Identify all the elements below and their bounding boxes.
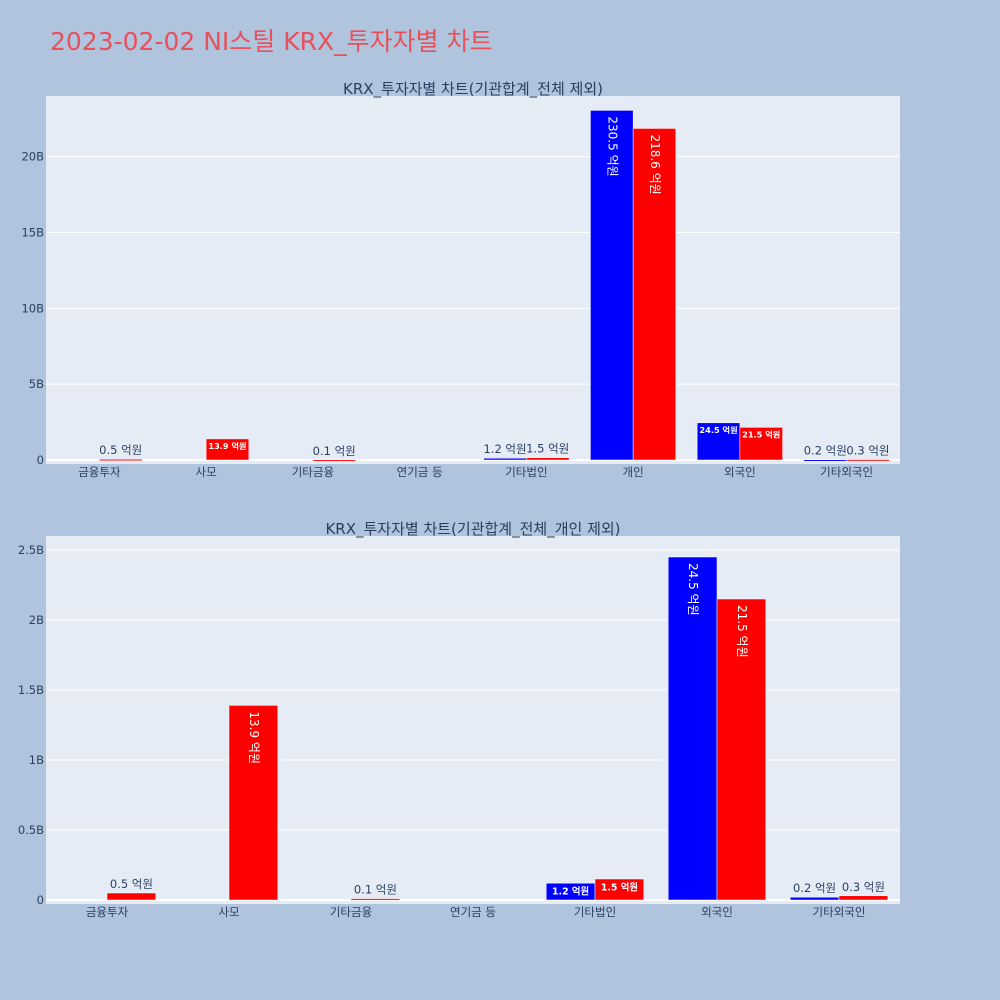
bar-sell [632,128,677,461]
bar-sell [228,705,279,901]
x-tick-label: 금융투자 [78,465,121,479]
bar-data-label: 21.5 억원 [735,605,749,658]
bar-data-label: 24.5 억원 [699,425,737,435]
bar-data-label: 24.5 억원 [686,563,700,616]
bar-buy [789,896,840,901]
x-tick-label: 외국인 [724,465,756,479]
chart-title: KRX_투자자별 차트(기관합계_전체_개인 제외) [325,520,620,539]
y-tick-label: 1B [29,753,44,767]
bar-sell [846,459,890,462]
x-tick-label: 기타법인 [574,905,616,919]
bar-data-label: 1.5 억원 [601,881,638,893]
bar-data-label: 0.3 억원 [842,880,885,894]
bar-sell [205,438,250,461]
x-tick-label: 사모 [196,465,217,479]
plot-area [46,96,900,464]
y-tick-label: 5B [29,377,44,391]
bar-data-label: 13.9 억원 [247,711,261,764]
bar-data-label: 0.1 억원 [354,883,397,897]
x-tick-label: 기타법인 [505,465,547,479]
bar-data-label: 0.3 억원 [846,444,889,458]
bar-sell [312,459,356,462]
bar-buy [483,457,527,461]
chart-title: KRX_투자자별 차트(기관합계_전체 제외) [343,80,603,99]
y-tick-label: 2B [29,613,44,627]
bar-sell [350,898,401,901]
bar-data-label: 21.5 억원 [742,430,780,440]
bar-sell [99,458,143,461]
bar-buy [590,110,634,461]
plot-area [46,536,900,904]
y-tick-label: 2.5B [18,543,44,557]
bar-data-label: 13.9 억원 [208,441,246,451]
bar-data-label: 218.6 억원 [648,134,662,194]
x-tick-label: 외국인 [701,905,733,919]
bar-buy [696,422,741,461]
x-tick-label: 금융투자 [86,905,129,919]
chart-2: KRX_투자자별 차트(기관합계_전체_개인 제외) 0 0.5B 1B 1.5B 2B 2… [18,520,900,919]
bar-sell [106,892,157,901]
bar-data-label: 0.5 억원 [110,877,153,891]
x-tick-label: 연기금 등 [450,905,496,919]
bar-data-label: 0.2 억원 [793,881,836,895]
y-tick-label: 20B [21,150,44,164]
page-title: 2023-02-02 NI스틸 KRX_투자자별 차트 [50,27,493,56]
bar-data-label: 1.2 억원 [483,442,526,456]
x-tick-label: 사모 [218,905,239,919]
y-tick-label: 10B [21,301,44,315]
x-tick-label: 기타외국인 [820,465,873,479]
bar-data-label: 230.5 억원 [605,116,619,176]
bar-data-label: 0.5 억원 [99,443,142,457]
bar-buy [667,556,718,901]
y-tick-label: 1.5B [18,683,44,697]
x-tick-label: 기타금융 [330,905,372,919]
x-tick-label: 연기금 등 [397,465,443,479]
bar-buy [803,459,847,462]
bar-sell [716,598,767,901]
bar-sell [594,878,645,901]
x-tick-label: 개인 [623,465,644,479]
y-tick-label: 15B [21,226,44,240]
y-tick-label: 0 [37,453,44,467]
bar-sell [838,895,889,901]
bar-data-label: 1.2 억원 [552,886,589,898]
x-tick-label: 기타금융 [292,465,334,479]
y-tick-label: 0 [37,893,44,907]
y-tick-label: 0.5B [18,823,44,837]
x-tick-label: 기타외국인 [813,905,866,919]
chart-1: KRX_투자자별 차트(기관합계_전체 제외) 0 5B 10B 15B 20B 금융투자 0… [21,80,900,479]
bar-data-label: 0.1 억원 [313,444,356,458]
bar-data-label: 1.5 억원 [526,442,569,456]
bar-data-label: 0.2 억원 [804,444,847,458]
bar-sell [526,457,570,461]
bar-sell [739,427,783,461]
